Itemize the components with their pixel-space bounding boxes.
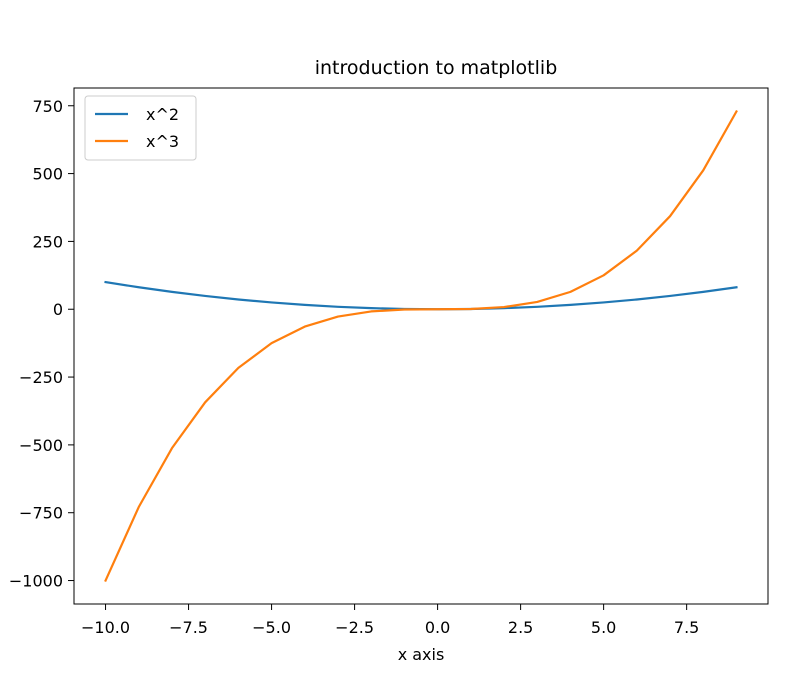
- y-tick-label: 0: [53, 300, 63, 319]
- y-tick-label: 500: [32, 165, 63, 184]
- x-tick-label: 5.0: [591, 618, 616, 637]
- x-tick-label: 2.5: [508, 618, 533, 637]
- x-tick-label: −10.0: [81, 618, 130, 637]
- series-lines: [104, 109, 738, 583]
- series-line-2: [104, 109, 738, 583]
- legend: x^2x^3: [84, 95, 197, 161]
- axes-frame: [73, 87, 769, 605]
- chart-title: introduction to matplotlib: [315, 57, 558, 79]
- legend-label: x^3: [146, 132, 179, 151]
- x-tick-label: −7.5: [169, 618, 208, 637]
- legend-items: x^2x^3: [95, 105, 179, 151]
- y-axis-ticks: −1000 −750 −500 −250 0 250 500 750: [9, 97, 74, 591]
- y-tick-label: −1000: [9, 572, 63, 591]
- y-tick-label: 250: [32, 232, 63, 251]
- y-tick-label: −500: [19, 436, 63, 455]
- legend-label: x^2: [146, 105, 179, 124]
- x-axis-label: x axis: [398, 645, 445, 664]
- legend-box: [84, 95, 197, 161]
- x-tick-label: 7.5: [674, 618, 699, 637]
- y-tick-label: −250: [19, 368, 63, 387]
- x-axis-ticks: −10.0 −7.5 −5.0 −2.5 0.0 2.5 5.0 7.5: [81, 604, 699, 637]
- x-tick-label: −2.5: [335, 618, 374, 637]
- x-tick-label: 0.0: [425, 618, 450, 637]
- y-tick-label: −750: [19, 504, 63, 523]
- x-tick-label: −5.0: [252, 618, 291, 637]
- y-tick-label: 750: [32, 97, 63, 116]
